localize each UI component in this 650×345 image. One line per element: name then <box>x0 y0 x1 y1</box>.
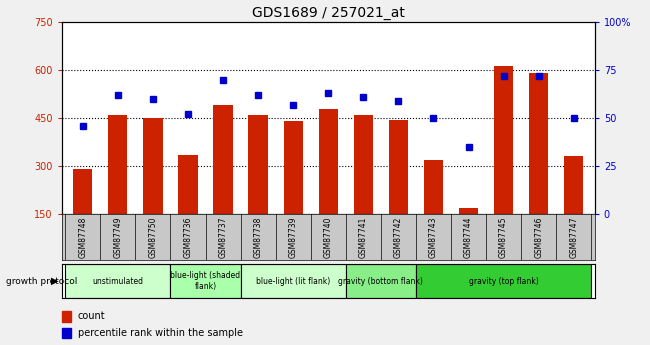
Bar <box>494 66 514 214</box>
Bar <box>459 208 478 214</box>
Text: GSM87747: GSM87747 <box>569 216 578 258</box>
Text: GSM87736: GSM87736 <box>183 216 192 258</box>
Bar <box>424 160 443 214</box>
Text: blue-light (shaded
flank): blue-light (shaded flank) <box>170 272 240 291</box>
Text: growth protocol: growth protocol <box>6 277 78 286</box>
Text: blue-light (lit flank): blue-light (lit flank) <box>256 277 330 286</box>
Bar <box>170 264 240 298</box>
Bar <box>354 115 373 214</box>
Text: GSM87741: GSM87741 <box>359 216 368 258</box>
Text: ▶: ▶ <box>51 276 58 286</box>
Text: unstimulated: unstimulated <box>92 277 144 286</box>
Bar <box>178 155 198 214</box>
Title: GDS1689 / 257021_at: GDS1689 / 257021_at <box>252 6 405 20</box>
Text: GSM87742: GSM87742 <box>394 216 403 258</box>
Bar <box>529 73 549 214</box>
Text: count: count <box>78 312 105 321</box>
Text: GSM87743: GSM87743 <box>429 216 438 258</box>
Bar <box>346 264 416 298</box>
Bar <box>416 264 592 298</box>
Text: GSM87738: GSM87738 <box>254 216 263 258</box>
Bar <box>108 115 127 214</box>
Text: GSM87746: GSM87746 <box>534 216 543 258</box>
Bar <box>143 118 162 214</box>
Bar <box>65 264 170 298</box>
Bar <box>213 105 233 214</box>
Text: gravity (bottom flank): gravity (bottom flank) <box>339 277 423 286</box>
Bar <box>62 328 72 338</box>
Bar <box>283 121 303 214</box>
Bar <box>240 264 346 298</box>
Bar <box>318 109 338 214</box>
Text: GSM87748: GSM87748 <box>78 216 87 258</box>
Bar <box>564 156 583 214</box>
Text: GSM87739: GSM87739 <box>289 216 298 258</box>
Text: GSM87740: GSM87740 <box>324 216 333 258</box>
Text: percentile rank within the sample: percentile rank within the sample <box>78 328 242 338</box>
Text: GSM87750: GSM87750 <box>148 216 157 258</box>
Bar <box>62 311 72 322</box>
Text: GSM87744: GSM87744 <box>464 216 473 258</box>
Bar <box>248 115 268 214</box>
Text: GSM87737: GSM87737 <box>218 216 227 258</box>
Bar <box>389 120 408 214</box>
Text: GSM87749: GSM87749 <box>113 216 122 258</box>
Text: GSM87745: GSM87745 <box>499 216 508 258</box>
Text: gravity (top flank): gravity (top flank) <box>469 277 538 286</box>
Bar <box>73 169 92 214</box>
